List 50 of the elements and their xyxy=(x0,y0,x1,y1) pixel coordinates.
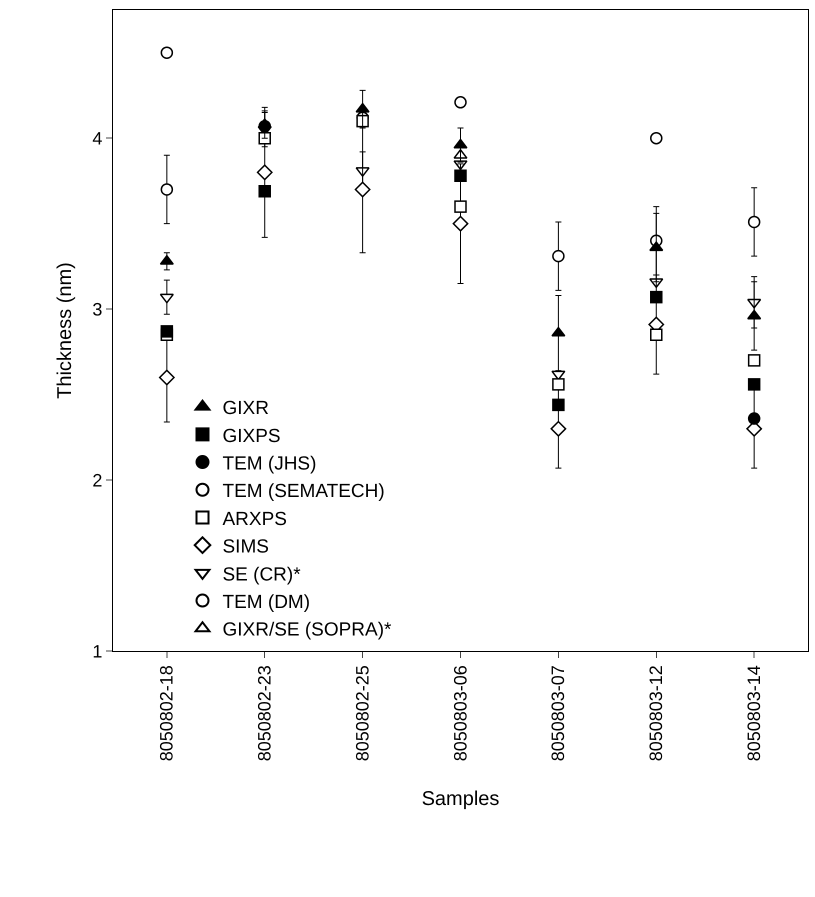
x-tick-label: 8050802-23 xyxy=(254,665,275,762)
point xyxy=(452,216,468,232)
x-tick-label: 8050803-14 xyxy=(744,665,764,762)
legend-label: SE (CR)* xyxy=(222,564,302,586)
point xyxy=(356,114,369,128)
point xyxy=(649,241,664,252)
point xyxy=(453,138,468,149)
point xyxy=(160,46,174,59)
point xyxy=(256,164,273,180)
legend-label: SIMS xyxy=(222,536,269,558)
point xyxy=(552,250,565,262)
y-tick-label: 4 xyxy=(92,128,102,148)
legend-label: TEM (DM) xyxy=(222,592,310,613)
legend-label: TEM (SEMATECH) xyxy=(222,481,385,502)
point xyxy=(454,170,467,182)
point xyxy=(551,326,566,337)
point xyxy=(550,420,566,437)
point xyxy=(354,182,371,198)
point xyxy=(748,216,760,228)
y-tick-label: 1 xyxy=(92,641,102,662)
point xyxy=(552,398,565,412)
x-tick-label: 8050802-18 xyxy=(156,665,177,762)
point xyxy=(748,378,760,391)
point xyxy=(748,354,760,367)
point xyxy=(748,412,760,425)
legend-label: GIXPS xyxy=(222,426,281,447)
point xyxy=(650,132,663,144)
y-axis-title: Thickness (nm) xyxy=(54,262,76,399)
point xyxy=(160,183,174,196)
legend-label: GIXR xyxy=(222,398,269,420)
y-tick-label: 3 xyxy=(92,299,102,320)
x-tick-label: 8050803-06 xyxy=(450,665,470,762)
x-tick-label: 8050802-25 xyxy=(352,665,372,762)
point xyxy=(454,200,467,213)
legend-label: ARXPS xyxy=(222,508,287,530)
point xyxy=(552,378,565,391)
x-tick-label: 8050803-07 xyxy=(548,665,568,762)
legend-label: GIXR/SE (SOPRA)* xyxy=(222,620,392,641)
point xyxy=(258,184,271,198)
point xyxy=(258,118,272,128)
point xyxy=(650,328,663,342)
point xyxy=(356,102,370,113)
point xyxy=(160,325,174,338)
point xyxy=(650,290,663,304)
x-axis-title: Samples xyxy=(422,788,500,810)
x-tick-label: 8050803-12 xyxy=(646,665,666,762)
legend-label: TEM (JHS) xyxy=(222,453,316,474)
y-tick-label: 2 xyxy=(92,470,102,490)
point xyxy=(158,370,175,386)
point xyxy=(454,96,467,109)
